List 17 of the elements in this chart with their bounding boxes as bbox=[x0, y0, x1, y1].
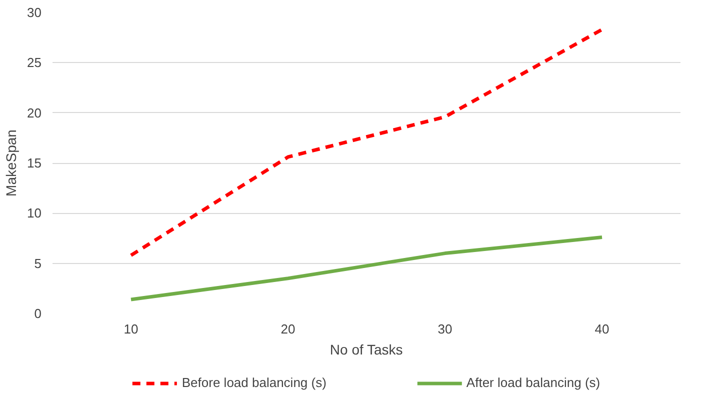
x-tick-label: 30 bbox=[438, 322, 452, 336]
y-tick-label: 0 bbox=[34, 306, 42, 321]
y-tick-label: 30 bbox=[27, 5, 42, 20]
x-tick-label: 40 bbox=[594, 322, 610, 336]
y-tick-label: 20 bbox=[27, 105, 42, 120]
y-tick-label: 15 bbox=[27, 156, 42, 170]
y-tick-label: 25 bbox=[27, 55, 42, 70]
x-axis-title: No of Tasks bbox=[330, 342, 403, 358]
line-series bbox=[129, 235, 604, 302]
y-tick-label: 5 bbox=[34, 256, 42, 271]
y-tick-label: 10 bbox=[27, 206, 42, 221]
line-series bbox=[129, 28, 604, 258]
x-tick-label: 10 bbox=[124, 322, 138, 336]
x-tick-label: 20 bbox=[280, 322, 296, 336]
legend-label: Before load balancing (s) bbox=[182, 375, 326, 390]
y-axis-title: MakeSpan bbox=[3, 130, 20, 196]
legend-label: After load balancing (s) bbox=[466, 375, 600, 390]
